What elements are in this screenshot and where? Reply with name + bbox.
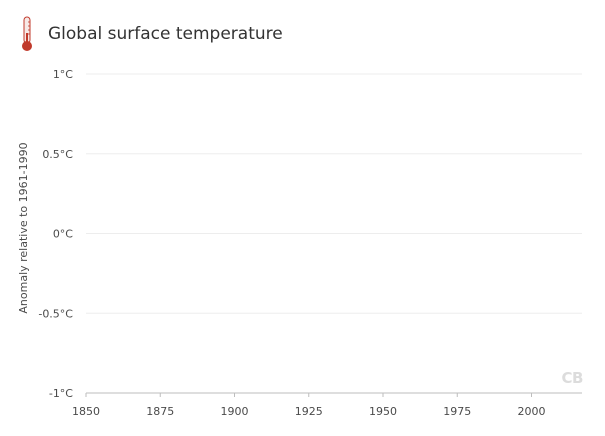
y-axis-label: Anomaly relative to 1961-1990 — [17, 142, 30, 313]
y-tick-label: -1°C — [49, 387, 73, 400]
y-tick-label: 0°C — [53, 228, 73, 241]
x-tick-label: 1850 — [72, 405, 100, 418]
x-tick-label: 1950 — [369, 405, 397, 418]
grid-lines — [86, 73, 582, 394]
chart-header: Global surface temperature — [18, 16, 283, 52]
x-tick-label: 1975 — [443, 405, 471, 418]
chart-title: Global surface temperature — [48, 24, 283, 44]
x-tick-label: 2000 — [518, 405, 546, 418]
thermometer-icon — [22, 16, 32, 51]
x-tick-label: 1925 — [295, 405, 323, 418]
x-tick-label: 1900 — [221, 405, 249, 418]
x-tick-label: 1875 — [146, 405, 174, 418]
y-tick-label: 0.5°C — [42, 148, 73, 161]
watermark-logo: CB — [561, 369, 584, 387]
y-tick-label: -0.5°C — [38, 307, 73, 320]
y-axis-ticks: 1°C 0.5°C 0°C -0.5°C -1°C — [38, 68, 73, 400]
y-tick-label: 1°C — [53, 68, 73, 81]
x-axis-ticks: 1850 1875 1900 1925 1950 1975 2000 — [72, 393, 546, 418]
